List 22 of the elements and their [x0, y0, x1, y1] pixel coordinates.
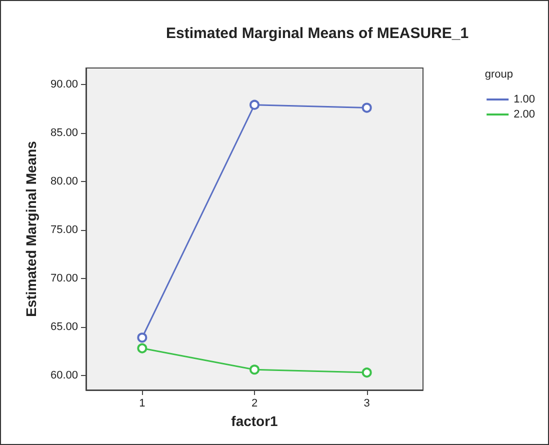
y-tick-label: 70.00 [50, 272, 78, 284]
point [250, 364, 260, 375]
y-tick-label: 60.00 [50, 369, 78, 382]
x-tick-label: 2 [251, 398, 258, 410]
legend-title: group [484, 68, 514, 80]
y-tick-label: 65.00 [50, 320, 78, 333]
x-axis-title: factor1 [231, 413, 278, 429]
point [137, 343, 148, 354]
y-tick-label: 85.00 [50, 126, 78, 139]
point [362, 102, 372, 113]
point [362, 368, 372, 378]
y-tick-label: 80.00 [50, 175, 78, 188]
point [250, 100, 260, 110]
x-tick-label: 1 [139, 398, 146, 410]
legend-label: 1.00 [514, 94, 536, 106]
y-axis-title: Estimated Marginal Means [23, 140, 39, 317]
y-tick-label: 90.00 [50, 78, 78, 90]
y-tick-label: 75.00 [50, 224, 78, 236]
point [137, 332, 148, 343]
legend-label: 2.00 [514, 108, 536, 120]
chart-title: Estimated Marginal Means of MEASURE_1 [166, 25, 469, 42]
x-tick-label: 3 [364, 398, 370, 410]
